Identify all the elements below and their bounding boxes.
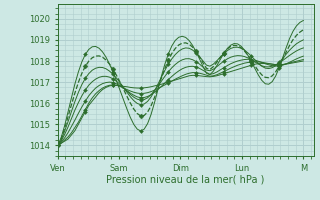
X-axis label: Pression niveau de la mer( hPa ): Pression niveau de la mer( hPa ) xyxy=(107,174,265,184)
